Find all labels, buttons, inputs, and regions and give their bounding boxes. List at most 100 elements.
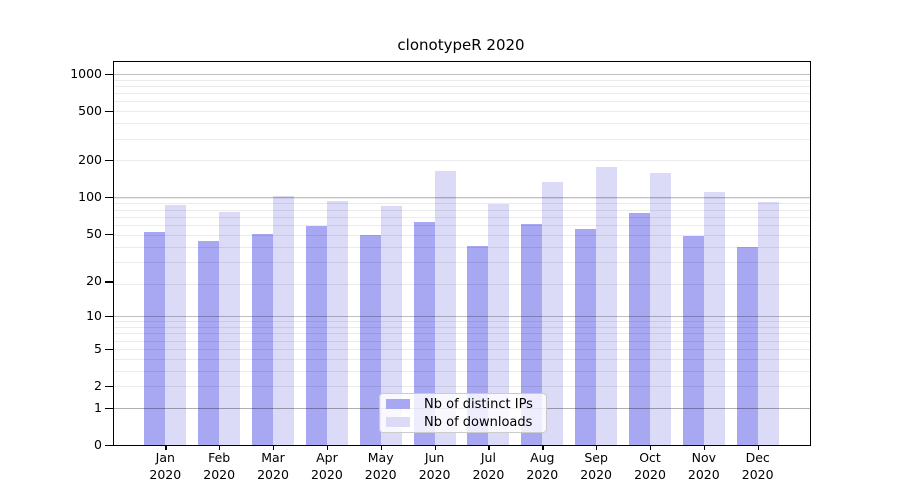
bar-downloads-sep xyxy=(596,166,618,445)
y-tick-label: 100 xyxy=(78,189,102,205)
y-tick xyxy=(105,281,113,283)
bar-downloads-mar xyxy=(273,195,294,445)
gridline-minor xyxy=(114,386,810,387)
y-tick-label: 10 xyxy=(86,308,102,324)
y-tick-label: 2 xyxy=(94,378,102,393)
bar-downloads-feb xyxy=(219,211,241,445)
gridline-minor xyxy=(114,197,810,199)
x-tick-label: Feb 2020 xyxy=(203,450,236,482)
bar-distinct-ips-oct xyxy=(629,213,650,445)
gridline-minor xyxy=(114,209,810,211)
y-tick-label: 200 xyxy=(78,152,102,168)
gridline-minor xyxy=(114,327,810,328)
bar-downloads-aug xyxy=(542,181,564,445)
gridline-minor xyxy=(114,138,810,140)
gridline-minor xyxy=(114,234,810,236)
x-tick-label: Nov 2020 xyxy=(687,450,720,482)
plot-area xyxy=(113,61,811,446)
y-tick xyxy=(105,348,113,350)
gridline-minor xyxy=(114,340,810,342)
x-tick xyxy=(596,445,598,451)
bar-downloads-may xyxy=(380,205,402,445)
bar-distinct-ips-apr xyxy=(305,225,327,445)
x-tick-label: Jul 2020 xyxy=(472,450,505,482)
gridline-minor xyxy=(114,246,810,248)
gridline-minor xyxy=(114,85,810,87)
legend-swatch-distinct-ips xyxy=(386,399,410,409)
x-tick xyxy=(488,445,490,451)
gridline-minor xyxy=(114,93,810,95)
x-tick xyxy=(542,445,544,451)
legend-label-downloads: Nb of downloads xyxy=(424,414,533,430)
gridline-minor xyxy=(114,160,810,162)
gridline-minor xyxy=(114,262,810,264)
bar-downloads-dec xyxy=(757,202,779,445)
x-tick xyxy=(273,445,275,451)
bar-distinct-ips-mar xyxy=(252,233,273,445)
gridline-minor xyxy=(114,203,810,205)
y-tick-label: 0 xyxy=(94,437,102,452)
gridline-minor xyxy=(114,123,810,125)
legend-item-distinct-ips: Nb of distinct IPs xyxy=(386,397,546,412)
x-tick-label: Oct 2020 xyxy=(634,450,666,482)
legend-swatch-downloads xyxy=(386,417,410,427)
chart-title: clonotypeR 2020 xyxy=(397,36,525,54)
gridline-major xyxy=(114,316,810,318)
bar-distinct-ips-dec xyxy=(736,246,758,445)
x-tick-label: Jan 2020 xyxy=(149,450,182,482)
gridline-minor xyxy=(114,321,810,323)
bar-downloads-jul xyxy=(488,203,510,445)
y-tick xyxy=(105,197,113,199)
legend-item-downloads: Nb of downloads xyxy=(386,415,546,430)
x-tick xyxy=(703,445,706,451)
y-tick-label: 50 xyxy=(86,225,102,241)
gridline-minor xyxy=(114,111,810,113)
bar-downloads-jan xyxy=(165,205,187,445)
bar-distinct-ips-feb xyxy=(198,240,220,445)
y-tick-label: 500 xyxy=(78,103,102,118)
y-tick xyxy=(105,386,113,388)
x-tick-label: Sep 2020 xyxy=(580,450,612,482)
y-tick xyxy=(105,73,113,76)
bar-downloads-oct xyxy=(650,173,671,445)
x-tick xyxy=(380,445,382,451)
x-tick-label: Dec 2020 xyxy=(741,450,774,482)
gridline-minor xyxy=(114,348,810,350)
gridline-minor xyxy=(114,216,810,218)
gridline-minor xyxy=(114,101,810,103)
legend-label-distinct-ips: Nb of distinct IPs xyxy=(424,396,533,412)
x-tick xyxy=(434,445,436,451)
x-tick xyxy=(326,445,329,451)
y-tick xyxy=(105,445,113,447)
gridline-minor xyxy=(114,370,810,372)
y-tick xyxy=(105,111,113,113)
x-tick-label: Mar 2020 xyxy=(257,450,289,482)
x-tick xyxy=(757,445,759,451)
y-tick xyxy=(105,316,113,318)
gridline-minor xyxy=(114,358,810,360)
x-tick-label: Aug 2020 xyxy=(526,450,559,482)
gridline-minor xyxy=(114,284,810,286)
bar-distinct-ips-aug xyxy=(521,224,543,445)
bar-distinct-ips-may xyxy=(359,234,381,445)
x-tick-label: Jun 2020 xyxy=(418,450,451,482)
y-tick xyxy=(105,407,113,410)
y-tick-label: 5 xyxy=(94,340,102,356)
x-tick-label: May 2020 xyxy=(364,450,397,482)
y-tick xyxy=(105,233,113,236)
y-tick-label: 20 xyxy=(86,273,102,289)
gridline-major xyxy=(114,73,810,75)
bar-downloads-apr xyxy=(326,200,348,445)
bar-downloads-jun xyxy=(434,171,456,445)
x-tick xyxy=(650,445,652,451)
bar-distinct-ips-nov xyxy=(682,235,704,445)
gridline-minor xyxy=(114,333,810,335)
x-tick-label: Apr 2020 xyxy=(310,450,343,482)
y-tick-label: 1 xyxy=(94,399,102,415)
gridline-minor xyxy=(114,79,810,81)
gridline-major xyxy=(114,197,810,199)
x-tick xyxy=(165,445,167,451)
bar-downloads-nov xyxy=(703,191,725,445)
legend: Nb of distinct IPs Nb of downloads xyxy=(379,393,547,433)
